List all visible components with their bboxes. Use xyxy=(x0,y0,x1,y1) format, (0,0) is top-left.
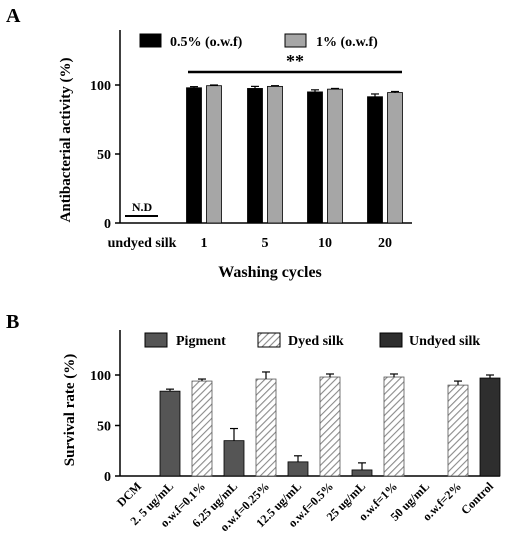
panel-a-bar-1pct-10 xyxy=(328,89,343,223)
legend-label-dyed-silk: Dyed silk xyxy=(288,334,344,349)
panel-b-bar-pigment-1 xyxy=(160,391,180,476)
panel-b-ytick-label: 0 xyxy=(104,470,111,485)
panel-b-ylabel: Survival rate (%) xyxy=(62,354,78,466)
panel-b-bar-pigment-3 xyxy=(224,441,244,476)
significance-stars: ** xyxy=(286,51,304,71)
panel-b-error-bar xyxy=(486,375,494,378)
panel-b-bar-dyed-silk-2 xyxy=(192,381,212,476)
panel-b-error-bar xyxy=(262,372,270,379)
nd-annotation: N.D xyxy=(132,200,153,214)
panel-a-ylabel: Antibacterial activity (%) xyxy=(58,58,74,223)
panel-a-bar-1pct-1 xyxy=(207,86,222,223)
panel-b-bar-undyed-silk-11 xyxy=(480,378,500,476)
panel-b-error-bar xyxy=(230,429,238,441)
panel-b-bar-dyed-silk-8 xyxy=(384,377,404,476)
panel-a-label: A xyxy=(6,5,21,27)
legend-label-undyed-silk: Undyed silk xyxy=(409,334,480,349)
panel-a-bar-0-5pct-1 xyxy=(187,88,202,223)
panel-a-xtick-label: 1 xyxy=(201,236,208,251)
panel-a-error-bar xyxy=(271,86,279,87)
panel-a-xlabel: Washing cycles xyxy=(218,264,322,281)
panel-b-bar-pigment-5 xyxy=(288,462,308,476)
legend-swatch-1pct xyxy=(285,34,306,47)
panel-a-error-bar xyxy=(210,85,218,86)
panel-b-label: B xyxy=(6,311,19,333)
panel-b-error-bar xyxy=(390,374,398,377)
panel-b-ytick-label: 100 xyxy=(90,369,111,384)
panel-b-error-bar xyxy=(358,463,366,470)
panel-a-ytick-label: 50 xyxy=(97,148,111,163)
panel-a: A Antibacterial activity (%) Washing cyc… xyxy=(6,5,412,281)
legend-swatch-pigment xyxy=(145,333,167,347)
panel-a-bar-0-5pct-10 xyxy=(308,92,323,223)
panel-a-bar-0-5pct-20 xyxy=(368,97,383,223)
panel-b-error-bar xyxy=(326,374,334,377)
panel-a-ytick-label: 100 xyxy=(90,79,111,94)
legend-label-1pct: 1% (o.w.f) xyxy=(316,35,378,50)
panel-a-xtick-label: 5 xyxy=(262,236,269,251)
panel-a-xtick-label: 10 xyxy=(318,236,332,251)
panel-b-error-bar xyxy=(454,381,462,385)
panel-a-error-bar xyxy=(371,94,379,97)
panel-a-error-bar xyxy=(331,88,339,89)
panel-a-bar-0-5pct-5 xyxy=(248,88,263,223)
panel-a-ytick-label: 0 xyxy=(104,217,111,232)
legend-swatch-dyed-silk xyxy=(258,333,280,347)
panel-b-bar-dyed-silk-4 xyxy=(256,379,276,476)
panel-b-error-bar xyxy=(294,456,302,462)
panel-b-bar-pigment-7 xyxy=(352,470,372,476)
panel-a-xtick-label: 20 xyxy=(378,236,392,251)
panel-b-ytick-label: 50 xyxy=(97,420,111,435)
panel-b: B Survival rate (%) Pigment Dyed silk Un… xyxy=(6,311,500,534)
legend-label-pigment: Pigment xyxy=(176,334,226,349)
panel-b-bar-dyed-silk-10 xyxy=(448,385,468,476)
legend-label-0-5pct: 0.5% (o.w.f) xyxy=(170,35,243,50)
panel-a-bar-1pct-20 xyxy=(388,93,403,223)
panel-a-bar-1pct-5 xyxy=(268,86,283,223)
panel-b-xtick-label: Control xyxy=(458,479,496,517)
panel-a-xtick-label: undyed silk xyxy=(108,236,177,251)
panel-b-bar-dyed-silk-6 xyxy=(320,377,340,476)
legend-swatch-0-5pct xyxy=(140,34,161,47)
legend-swatch-undyed-silk xyxy=(380,333,402,347)
